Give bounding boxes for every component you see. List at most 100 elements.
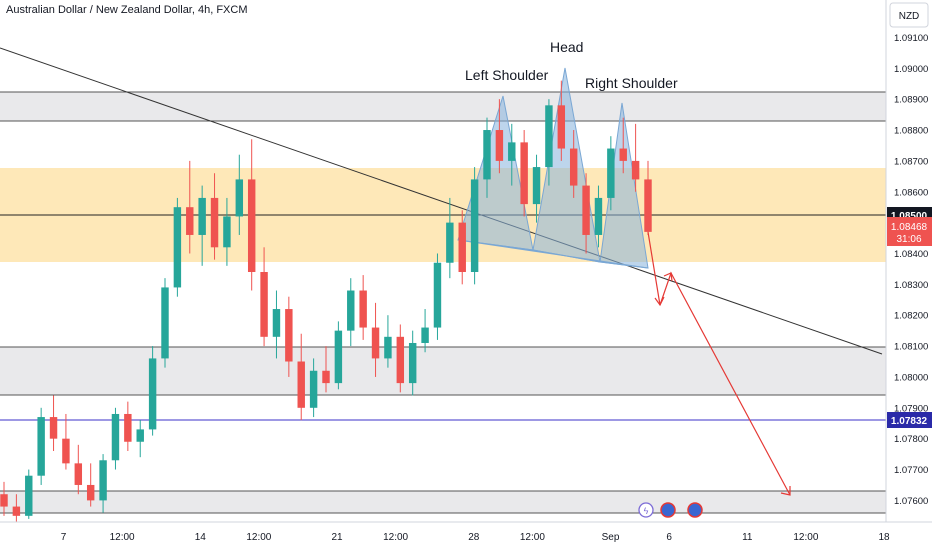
bearish-candle — [297, 361, 305, 408]
bullish-candle — [532, 167, 541, 205]
bullish-candle — [111, 413, 120, 461]
left-shoulder-label: Left Shoulder — [465, 67, 549, 83]
y-tick-label: 1.08300 — [894, 280, 928, 291]
projection-arrows[interactable] — [647, 231, 791, 496]
bearish-candle — [371, 327, 380, 359]
currency-label: NZD — [899, 11, 920, 22]
y-tick-label: 1.08800 — [894, 126, 928, 137]
y-tick-label: 1.07700 — [894, 465, 928, 476]
right-shoulder-label: Right Shoulder — [585, 75, 678, 91]
event-icons[interactable]: ϟ — [638, 502, 703, 518]
bearish-candle — [557, 105, 566, 149]
y-tick-label: 1.08100 — [894, 342, 928, 353]
countdown-text: 31:06 — [896, 234, 921, 245]
projection-path — [647, 231, 791, 496]
neckline-shape — [457, 239, 649, 269]
bullish-candle — [136, 429, 144, 442]
descending-trendline[interactable] — [0, 47, 883, 355]
bullish-candle — [198, 197, 206, 235]
bullish-candle — [446, 222, 454, 263]
bearish-candle — [74, 463, 83, 485]
x-tick-label: 14 — [195, 532, 207, 543]
price-axis[interactable]: 1.07600 1.07700 1.07800 1.07900 1.08000 1.081… — [885, 0, 932, 522]
bearish-candle — [210, 197, 219, 248]
y-tick-label: 1.08600 — [894, 187, 928, 198]
bullish-candle — [421, 327, 429, 343]
bearish-candle — [520, 142, 528, 205]
bearish-candle — [631, 160, 640, 180]
bullish-candle — [99, 460, 107, 501]
y-tick-label: 1.07900 — [894, 403, 928, 414]
bearish-candle — [569, 148, 578, 186]
x-tick-label: 11 — [742, 532, 753, 543]
bullish-candle — [545, 105, 553, 168]
support-band-bottom — [0, 491, 886, 513]
bullish-candle — [161, 287, 169, 359]
y-tick-label: 1.08900 — [894, 95, 928, 106]
flash-event-icon[interactable] — [638, 502, 654, 518]
bearish-candle — [644, 179, 652, 232]
bearish-candle — [359, 290, 367, 328]
bullish-candle — [384, 336, 392, 359]
calendar-event-icon-2[interactable] — [687, 502, 703, 518]
x-tick-label: 21 — [331, 532, 343, 543]
bearish-candle — [619, 148, 627, 161]
y-tick-label: 1.08400 — [894, 249, 928, 260]
bullish-candle — [408, 342, 417, 384]
bearish-candle — [62, 438, 70, 464]
bullish-candle — [334, 330, 343, 384]
bullish-candle — [148, 358, 157, 430]
bearish-candle — [322, 370, 330, 384]
x-tick-label: 6 — [666, 532, 672, 543]
bullish-candle — [470, 179, 479, 272]
level-price-badge — [887, 412, 932, 428]
bullish-candle — [594, 197, 603, 235]
symbol-title[interactable]: Australian Dollar / New Zealand Dollar, … — [6, 4, 247, 16]
bullish-candle — [37, 417, 45, 476]
bearish-candle — [495, 130, 504, 161]
bearish-candle — [12, 506, 21, 516]
bullish-candle — [173, 207, 182, 288]
bullish-candle — [223, 216, 231, 248]
bullish-candle — [433, 262, 442, 328]
bearish-candle — [86, 484, 95, 501]
x-tick-label: 12:00 — [246, 532, 271, 543]
last-price-badge — [887, 217, 932, 246]
y-tick-label: 1.09000 — [894, 64, 928, 75]
arrow-head-1 — [654, 296, 665, 307]
bearish-candle — [0, 494, 8, 507]
bullish-candle — [272, 309, 281, 337]
y-tick-label: 1.07600 — [894, 496, 928, 507]
currency-box[interactable] — [889, 2, 929, 28]
bearish-candle — [186, 207, 194, 235]
x-tick-label: 28 — [468, 532, 480, 543]
support-band-middle — [0, 347, 886, 395]
bullish-candle — [508, 142, 516, 161]
y-tick-label: 1.07800 — [894, 434, 928, 445]
bearish-candle — [582, 185, 590, 235]
bearish-candle — [49, 417, 58, 439]
last-price-text: 1.08468 — [891, 222, 928, 233]
bullish-candle — [235, 179, 244, 217]
arrow-head-3 — [780, 486, 791, 496]
bullish-candle — [483, 130, 491, 180]
resistance-band-top — [0, 92, 886, 121]
x-tick-label: Sep — [602, 532, 620, 543]
bearish-candle — [458, 222, 466, 272]
current-price-text: 1.08500 — [891, 211, 928, 222]
bearish-candle — [124, 413, 132, 442]
time-axis[interactable]: 7 12:00 14 12:00 21 12:00 28 12:00 Sep 6 11 12:00 18 — [0, 521, 932, 550]
bearish-candle — [260, 272, 268, 337]
bullish-candle — [607, 148, 615, 198]
y-tick-label: 1.08700 — [894, 156, 928, 167]
arrow-head-2 — [663, 272, 673, 282]
x-tick-label: 12:00 — [383, 532, 408, 543]
x-tick-label: 12:00 — [520, 532, 545, 543]
bullish-candle — [347, 290, 355, 331]
x-tick-label: 18 — [878, 532, 890, 543]
x-tick-label: 12:00 — [110, 532, 135, 543]
bearish-candle — [247, 179, 256, 272]
x-tick-label: 7 — [61, 532, 67, 543]
calendar-event-icon-1[interactable] — [660, 502, 676, 518]
